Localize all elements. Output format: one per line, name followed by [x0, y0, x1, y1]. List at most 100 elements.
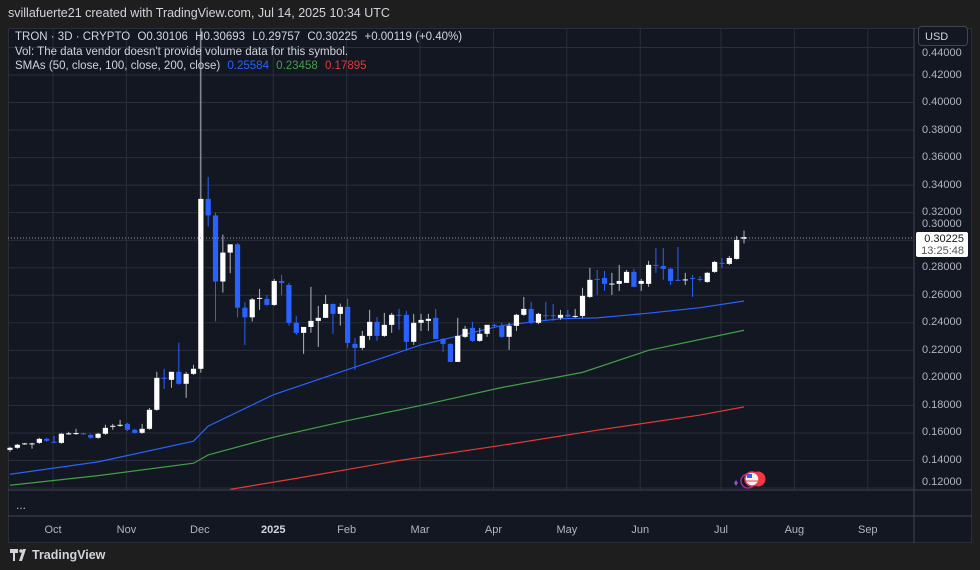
candle — [660, 247, 666, 280]
candle-body — [286, 284, 292, 323]
candle — [535, 312, 542, 325]
price-tick-label: 0.38000 — [922, 123, 962, 136]
candle — [455, 317, 461, 362]
candle-body — [491, 324, 498, 326]
candle-body — [345, 306, 351, 343]
candle-body — [389, 314, 395, 325]
candle — [73, 428, 79, 435]
low-value: L0.29757 — [252, 31, 301, 43]
candle-body — [95, 433, 101, 438]
candle — [323, 294, 329, 318]
candle-body — [80, 433, 86, 435]
time-tick-label: Oct — [44, 524, 62, 536]
currency-button[interactable]: USD — [918, 26, 968, 46]
candle — [741, 230, 747, 244]
candle-body — [682, 279, 688, 281]
candle — [462, 325, 468, 338]
chart-frame[interactable] — [8, 28, 972, 543]
candle — [117, 419, 123, 427]
candle-body — [352, 343, 358, 348]
candle — [616, 264, 622, 291]
candle — [256, 288, 263, 310]
candle-body — [653, 264, 659, 266]
candle-body — [139, 428, 145, 433]
candle-body — [102, 427, 109, 434]
candle — [14, 443, 20, 449]
candle-body — [609, 283, 615, 285]
candle-body — [132, 429, 138, 433]
candle-body — [242, 307, 248, 318]
grid — [8, 28, 914, 490]
candle-body — [44, 438, 50, 441]
candle — [315, 305, 321, 347]
candle — [623, 269, 630, 283]
sma-lines — [9, 300, 745, 490]
price-tick-label: 0.30000 — [922, 218, 962, 230]
candle — [645, 260, 652, 287]
price-tick-label: 0.18000 — [922, 398, 962, 411]
time-tick-label: 2025 — [260, 524, 286, 536]
candle-body — [535, 313, 542, 323]
last-price-value: 0.30225 — [924, 233, 964, 245]
candle — [205, 176, 211, 227]
candle-body — [697, 278, 703, 280]
candle-body — [51, 441, 57, 443]
candle — [440, 337, 446, 352]
candle-body — [66, 433, 72, 435]
candle — [176, 342, 182, 385]
candle-body — [447, 343, 453, 362]
symbol-label[interactable]: TRON · 3D · CRYPTO — [15, 31, 131, 43]
candle — [212, 212, 219, 322]
candle — [242, 302, 248, 345]
tradingview-logo[interactable]: TradingView — [10, 548, 105, 562]
candle — [29, 442, 35, 449]
candle — [36, 437, 42, 444]
candle — [146, 407, 153, 430]
candle-body — [315, 317, 321, 321]
time-tick-label: Jun — [631, 524, 650, 536]
candle-body — [198, 198, 204, 369]
candle-body — [704, 272, 710, 282]
candle-body — [124, 423, 131, 430]
tradingview-logo-icon — [10, 549, 26, 561]
candle-body — [513, 314, 520, 326]
candle-body — [190, 368, 197, 374]
last-price-label: 0.30225 13:25:48 — [916, 232, 968, 257]
more-button[interactable]: ... — [16, 498, 27, 512]
candle — [381, 312, 387, 337]
candle-body — [220, 252, 226, 282]
sma-label[interactable]: SMAs (50, close, 100, close, 200, close) — [15, 60, 221, 72]
candle-body — [271, 280, 277, 305]
candle-body — [110, 425, 116, 427]
candle-body — [557, 314, 564, 318]
open-value: O0.30106 — [137, 31, 188, 43]
candle — [543, 301, 549, 320]
candle-body — [645, 264, 652, 284]
candle — [594, 269, 600, 295]
sma-line-50 — [9, 300, 745, 475]
price-tick-label: 0.20000 — [922, 371, 962, 384]
time-tick-label: Nov — [116, 524, 137, 536]
candle — [278, 274, 285, 296]
candle — [198, 28, 204, 373]
price-tick-label: 0.26000 — [922, 288, 962, 301]
candle-body — [660, 265, 666, 269]
candle-body — [22, 443, 28, 445]
candle — [220, 234, 226, 293]
candle — [579, 287, 586, 318]
candle — [293, 315, 299, 335]
candle-body — [264, 298, 270, 305]
events-icon[interactable] — [734, 471, 766, 489]
candle-body — [469, 327, 476, 341]
candle-body — [425, 318, 431, 321]
candle-body — [146, 409, 153, 429]
price-tick-label: 0.16000 — [922, 426, 962, 439]
time-tick-label: Dec — [190, 524, 210, 536]
candle — [51, 435, 57, 443]
candle-body — [183, 373, 189, 384]
candle — [528, 301, 534, 325]
candle-body — [301, 326, 307, 333]
candle — [675, 246, 681, 281]
candle-body — [477, 333, 483, 341]
